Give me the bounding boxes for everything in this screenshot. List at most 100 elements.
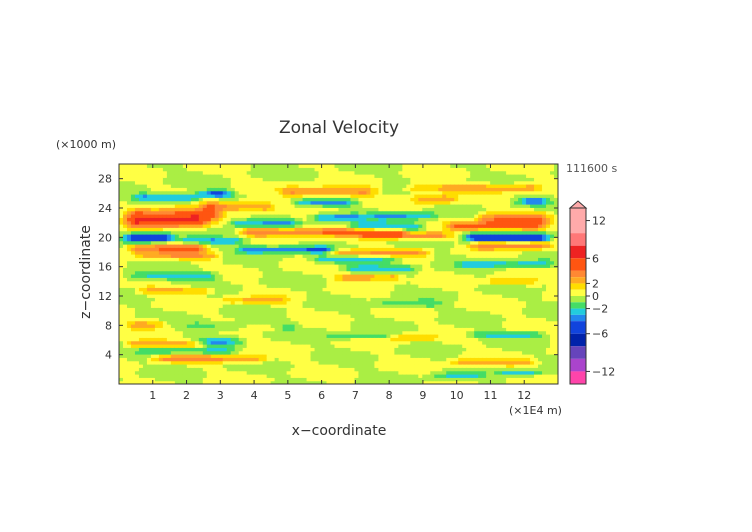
- heatmap-cell: [322, 167, 328, 172]
- heatmap-cell: [386, 377, 391, 382]
- heatmap-cell: [378, 227, 383, 232]
- heatmap-cell: [234, 194, 240, 198]
- heatmap-cell: [358, 180, 364, 185]
- heatmap-cell: [298, 177, 304, 182]
- heatmap-cell: [338, 264, 344, 268]
- heatmap-cell: [302, 227, 308, 232]
- heatmap-cell: [194, 367, 200, 372]
- heatmap-cell: [182, 357, 188, 362]
- heatmap-cell: [322, 164, 328, 168]
- heatmap-cell: [242, 287, 248, 292]
- heatmap-cell: [154, 230, 160, 235]
- heatmap-cell: [274, 320, 280, 325]
- heatmap-cell: [398, 187, 403, 192]
- heatmap-cell: [378, 290, 383, 295]
- heatmap-cell: [194, 334, 200, 338]
- heatmap-cell: [122, 317, 128, 322]
- heatmap-cell: [342, 367, 348, 372]
- heatmap-cell: [198, 237, 204, 242]
- heatmap-cell: [414, 337, 419, 342]
- heatmap-cell: [254, 370, 260, 375]
- heatmap-cell: [122, 267, 128, 272]
- heatmap-cell: [366, 224, 372, 228]
- heatmap-cell: [119, 274, 124, 278]
- heatmap-cell: [134, 214, 140, 218]
- heatmap-cell: [386, 297, 391, 302]
- heatmap-cell: [242, 234, 248, 238]
- heatmap-cell: [162, 177, 168, 182]
- heatmap-cell: [418, 284, 423, 288]
- heatmap-cell: [342, 204, 348, 208]
- heatmap-cell: [178, 230, 184, 235]
- heatmap-cell: [234, 270, 240, 275]
- heatmap-cell: [314, 357, 320, 362]
- heatmap-cell: [346, 347, 352, 352]
- heatmap-cell: [130, 244, 136, 248]
- heatmap-cell: [410, 217, 415, 222]
- heatmap-cell: [186, 287, 192, 292]
- heatmap-cell: [274, 180, 280, 185]
- heatmap-cell: [366, 380, 372, 384]
- heatmap-cell: [402, 294, 407, 298]
- heatmap-cell: [334, 204, 340, 208]
- heatmap-cell: [338, 340, 344, 345]
- heatmap-cell: [166, 350, 172, 355]
- heatmap-cell: [238, 237, 244, 242]
- heatmap-cell: [154, 287, 160, 292]
- heatmap-cell: [202, 220, 208, 225]
- heatmap-cell: [286, 244, 292, 248]
- heatmap-cell: [154, 207, 160, 212]
- heatmap-cell: [414, 330, 419, 335]
- heatmap-cell: [154, 380, 160, 384]
- heatmap-cell: [354, 267, 360, 272]
- heatmap-cell: [338, 367, 344, 372]
- heatmap-cell: [318, 204, 324, 208]
- heatmap-cell: [242, 264, 248, 268]
- heatmap-cell: [346, 180, 352, 185]
- heatmap-cell: [182, 207, 188, 212]
- heatmap-cell: [406, 304, 411, 308]
- heatmap-cell: [326, 370, 332, 375]
- heatmap-cell: [218, 344, 224, 348]
- heatmap-cell: [254, 170, 260, 175]
- heatmap-cell: [134, 234, 140, 238]
- heatmap-cell: [166, 324, 172, 328]
- heatmap-cell: [218, 334, 224, 338]
- heatmap-cell: [154, 244, 160, 248]
- heatmap-cell: [302, 374, 308, 378]
- heatmap-cell: [122, 324, 128, 328]
- heatmap-cell: [146, 190, 152, 195]
- heatmap-cell: [358, 347, 364, 352]
- heatmap-cell: [238, 257, 244, 262]
- heatmap-cell: [414, 354, 419, 358]
- heatmap-cell: [138, 307, 144, 312]
- heatmap-cell: [146, 200, 152, 205]
- heatmap-cell: [394, 334, 399, 338]
- heatmap-cell: [310, 187, 316, 192]
- heatmap-cell: [190, 284, 196, 288]
- heatmap-cell: [146, 310, 152, 315]
- heatmap-cell: [230, 257, 236, 262]
- heatmap-cell: [322, 304, 328, 308]
- heatmap-cell: [138, 377, 144, 382]
- heatmap-cell: [210, 270, 216, 275]
- heatmap-cell: [182, 274, 188, 278]
- heatmap-cell: [218, 314, 224, 318]
- heatmap-cell: [282, 317, 288, 322]
- heatmap-cell: [258, 214, 264, 218]
- heatmap-cell: [282, 300, 288, 305]
- heatmap-cell: [134, 347, 140, 352]
- heatmap-cell: [202, 324, 208, 328]
- heatmap-cell: [166, 164, 172, 168]
- heatmap-cell: [158, 320, 164, 325]
- heatmap-cell: [218, 360, 224, 365]
- heatmap-cell: [302, 340, 308, 345]
- heatmap-cell: [119, 254, 124, 258]
- heatmap-cell: [178, 314, 184, 318]
- heatmap-cell: [202, 310, 208, 315]
- heatmap-cell: [382, 327, 387, 332]
- heatmap-cell: [134, 177, 140, 182]
- heatmap-cell: [410, 324, 415, 328]
- heatmap-cell: [278, 304, 284, 308]
- heatmap-cell: [326, 360, 332, 365]
